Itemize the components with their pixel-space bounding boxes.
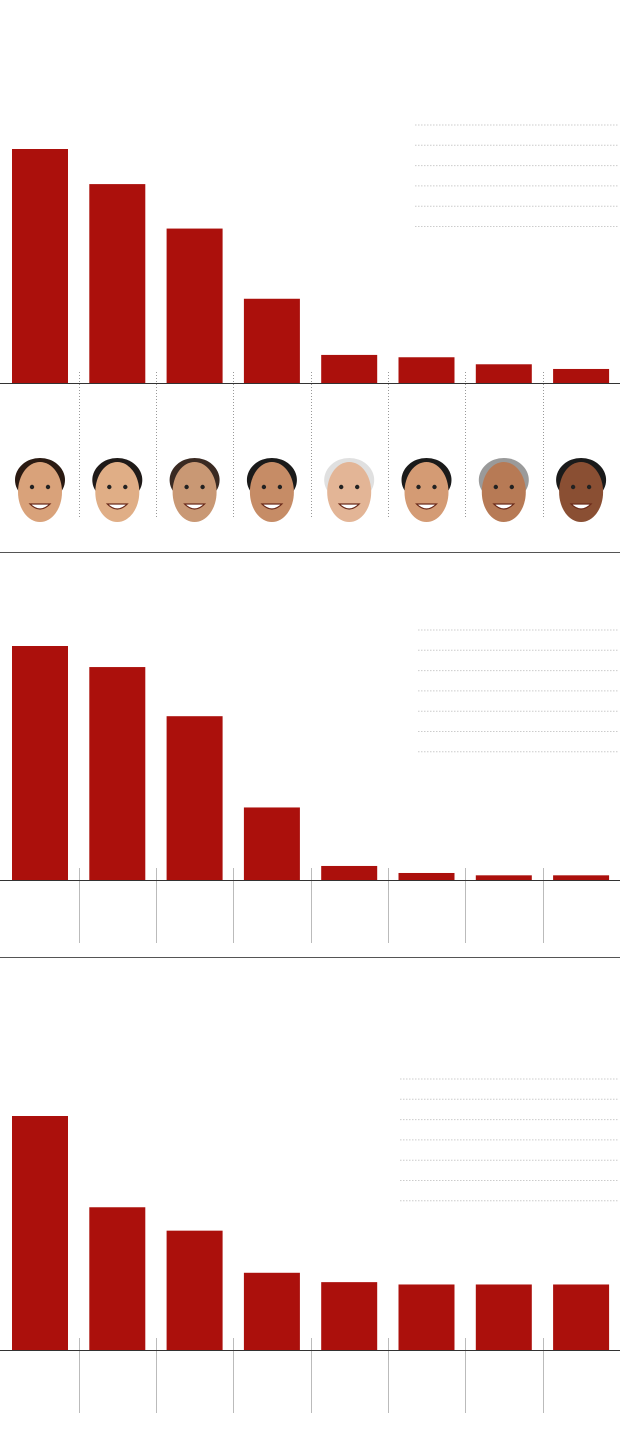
bar-chart-1 xyxy=(0,124,620,522)
bar xyxy=(166,1230,223,1350)
face xyxy=(559,462,604,522)
eye xyxy=(200,484,205,490)
eye xyxy=(29,484,35,490)
bar xyxy=(166,228,223,383)
bar xyxy=(398,1284,455,1350)
portrait-2 xyxy=(92,458,143,522)
mouth xyxy=(260,503,284,510)
face xyxy=(95,462,140,522)
eye xyxy=(123,484,128,490)
eye xyxy=(277,484,283,490)
face xyxy=(18,462,62,522)
bar xyxy=(12,646,68,880)
portrait-6 xyxy=(401,458,452,522)
bar xyxy=(321,354,378,383)
bar xyxy=(166,716,223,880)
bar xyxy=(398,357,455,383)
eye xyxy=(261,484,267,490)
eye xyxy=(493,484,498,490)
face xyxy=(404,462,449,522)
face xyxy=(481,462,526,522)
mouth xyxy=(183,503,207,510)
face xyxy=(172,462,217,522)
portrait-4 xyxy=(246,458,297,522)
eye xyxy=(107,484,112,490)
portrait-7 xyxy=(478,458,529,522)
bar-chart-3 xyxy=(0,1078,620,1413)
bar xyxy=(243,1272,300,1350)
eye xyxy=(509,484,514,490)
bar-chart-2 xyxy=(0,629,620,943)
bar xyxy=(553,1284,610,1350)
mouth xyxy=(28,503,52,510)
bar xyxy=(89,667,146,880)
face xyxy=(327,462,372,522)
mouth xyxy=(415,503,438,510)
portrait-8 xyxy=(556,458,607,522)
bar xyxy=(398,872,455,880)
bar xyxy=(475,364,532,383)
bar xyxy=(321,865,378,880)
eye xyxy=(184,484,189,490)
bar xyxy=(475,1284,532,1350)
mouth xyxy=(492,503,516,510)
eye xyxy=(586,484,592,490)
eye xyxy=(355,484,360,490)
bar xyxy=(12,1116,68,1350)
portrait-5 xyxy=(324,458,375,522)
portrait-1 xyxy=(15,458,65,522)
face xyxy=(249,462,294,522)
bar xyxy=(321,1282,378,1350)
portrait-3 xyxy=(169,458,220,522)
bar xyxy=(553,875,610,880)
eye xyxy=(570,484,576,490)
bar xyxy=(89,1207,146,1350)
eye xyxy=(45,484,51,490)
bar xyxy=(243,807,300,880)
mouth xyxy=(337,503,361,510)
eye xyxy=(339,484,344,490)
mouth xyxy=(105,503,129,510)
eye xyxy=(432,484,437,490)
eye xyxy=(416,484,421,490)
bar xyxy=(475,875,532,880)
bar xyxy=(89,184,146,383)
mouth xyxy=(569,503,593,510)
bar xyxy=(553,368,610,383)
bar xyxy=(243,298,300,383)
bar xyxy=(12,149,68,383)
